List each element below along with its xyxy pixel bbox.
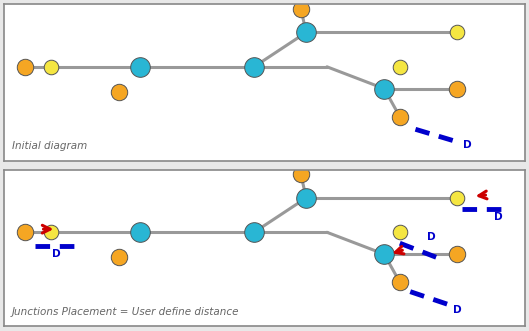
Point [114,89,123,94]
Point [396,230,404,235]
Point [135,64,144,70]
Point [47,64,56,70]
Text: D: D [463,140,472,150]
Point [453,30,461,35]
Point [396,280,404,285]
Point [302,195,311,201]
Point [47,230,56,235]
Point [21,230,29,235]
Point [453,86,461,91]
Text: D: D [453,306,461,315]
Point [297,172,305,177]
Point [250,230,258,235]
Point [396,64,404,70]
Text: Junctions Placement = User define distance: Junctions Placement = User define distan… [12,307,240,317]
Point [380,252,388,257]
Point [250,64,258,70]
Point [21,64,29,70]
Point [297,6,305,12]
Text: D: D [495,212,503,222]
Point [380,86,388,91]
Point [114,255,123,260]
Text: D: D [427,232,435,242]
Point [453,195,461,201]
Text: Initial diagram: Initial diagram [12,141,87,151]
Point [396,114,404,119]
Text: D: D [52,249,61,259]
Point [302,30,311,35]
Point [453,252,461,257]
Point [135,230,144,235]
